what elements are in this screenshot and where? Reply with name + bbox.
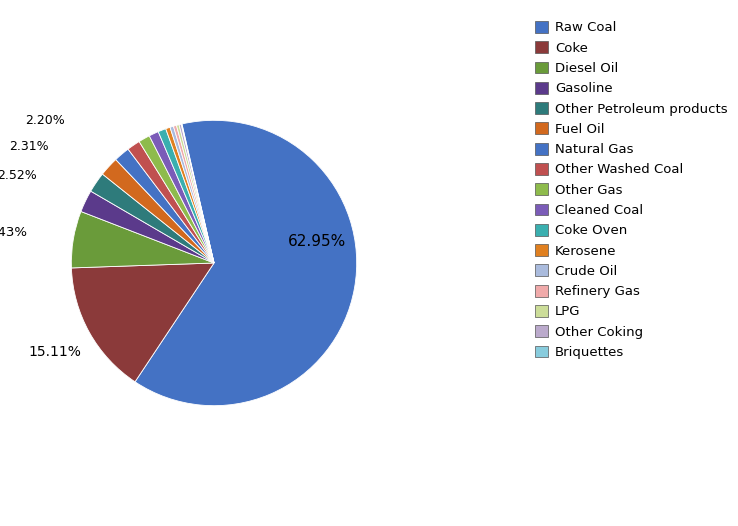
Wedge shape	[81, 191, 214, 263]
Text: 2.52%: 2.52%	[0, 169, 37, 182]
Wedge shape	[72, 211, 214, 268]
Wedge shape	[182, 124, 214, 263]
Wedge shape	[179, 124, 214, 263]
Text: 6.43%: 6.43%	[0, 226, 27, 239]
Wedge shape	[116, 149, 214, 263]
Wedge shape	[72, 263, 214, 382]
Text: 15.11%: 15.11%	[28, 345, 81, 359]
Wedge shape	[128, 141, 214, 263]
Wedge shape	[176, 125, 214, 263]
Legend: Raw Coal, Coke, Diesel Oil, Gasoline, Other Petroleum products, Fuel Oil, Natura: Raw Coal, Coke, Diesel Oil, Gasoline, Ot…	[531, 17, 731, 363]
Text: 62.95%: 62.95%	[288, 234, 346, 249]
Text: 2.20%: 2.20%	[25, 114, 65, 127]
Text: 2.31%: 2.31%	[9, 139, 49, 153]
Wedge shape	[149, 132, 214, 263]
Wedge shape	[139, 136, 214, 263]
Wedge shape	[166, 127, 214, 263]
Wedge shape	[91, 174, 214, 263]
Wedge shape	[103, 159, 214, 263]
Wedge shape	[170, 126, 214, 263]
Wedge shape	[173, 125, 214, 263]
Wedge shape	[135, 120, 356, 406]
Wedge shape	[158, 129, 214, 263]
